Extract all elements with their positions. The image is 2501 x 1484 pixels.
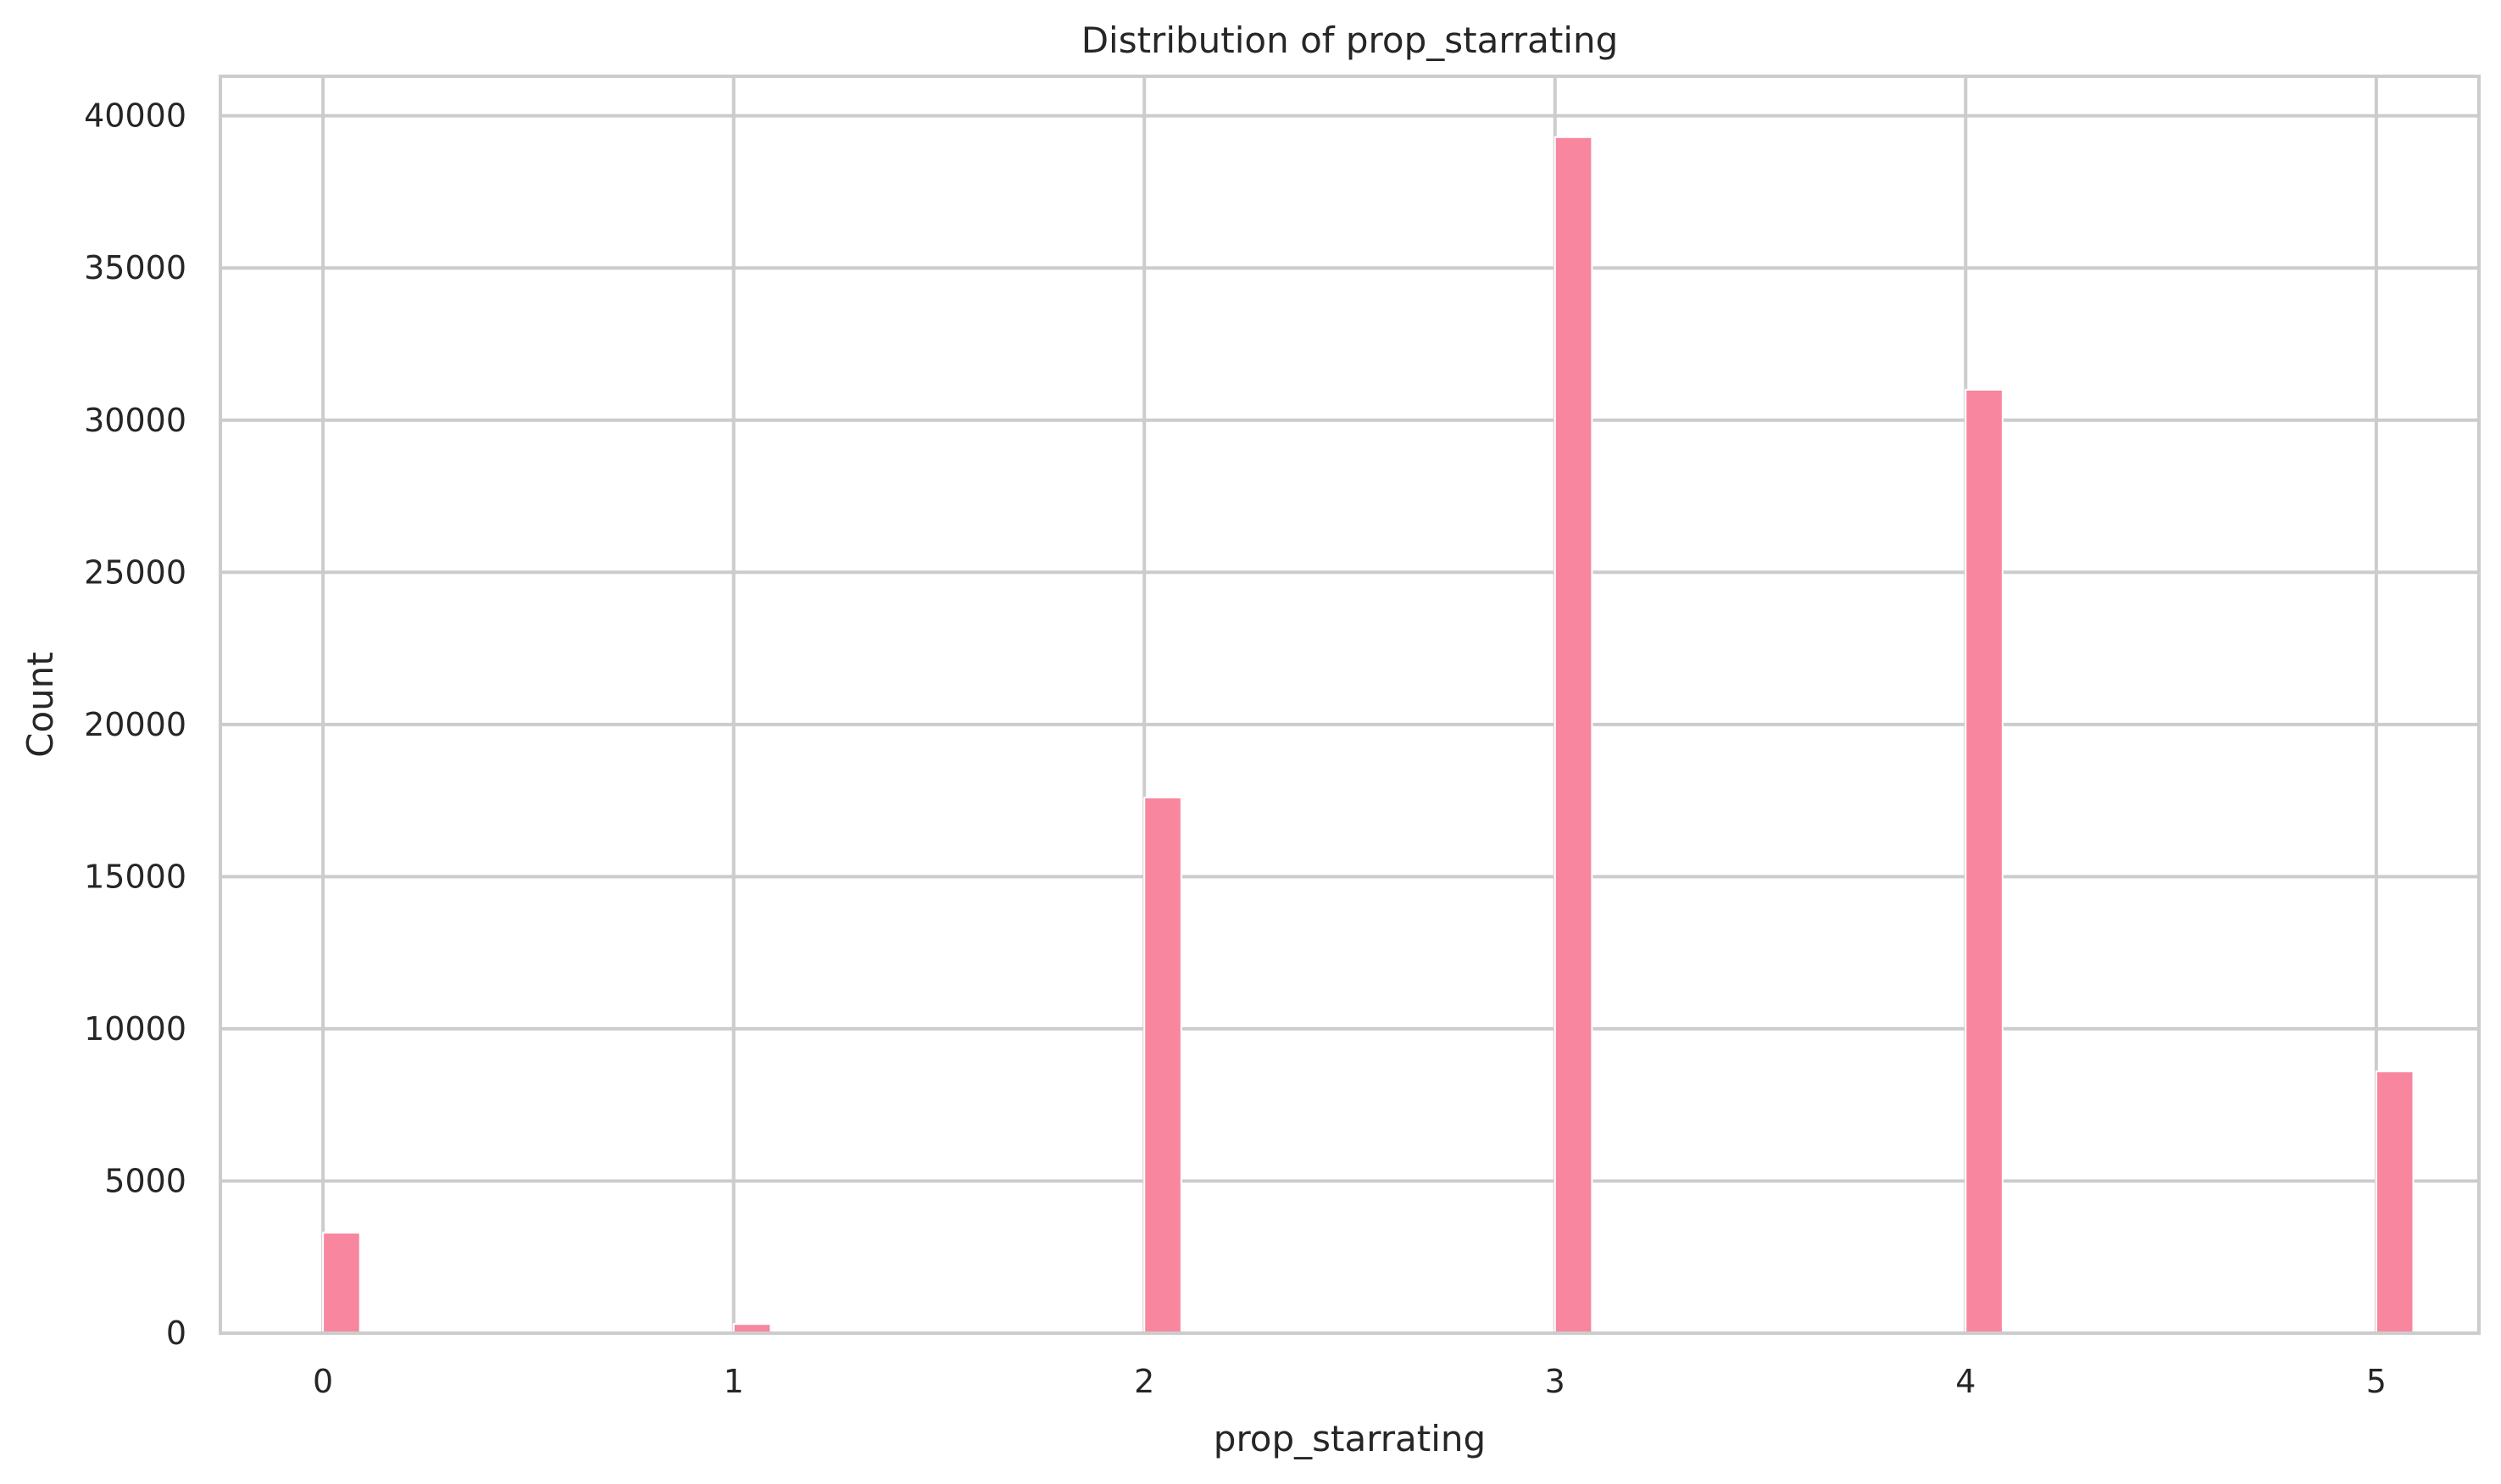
y-tick-labels: 0 5000 10000 15000 20000 25000 30000 35000 40000 — [84, 97, 186, 1352]
bars — [322, 136, 2415, 1335]
x-tick-label: 2 — [1134, 1363, 1154, 1400]
plot-frame — [219, 75, 2481, 1335]
bar-0 — [322, 1231, 361, 1335]
bar-4 — [1965, 388, 2004, 1334]
y-tick-label: 15000 — [84, 858, 186, 895]
x-tick-label: 4 — [1955, 1363, 1976, 1400]
y-tick-label: 10000 — [84, 1010, 186, 1048]
bar-3 — [1553, 136, 1593, 1334]
x-tick-label: 3 — [1545, 1363, 1565, 1400]
x-tick-label: 1 — [724, 1363, 744, 1400]
y-tick-label: 25000 — [84, 553, 186, 591]
chart-title: Distribution of prop_starrating — [1081, 19, 1619, 61]
bar-5 — [2375, 1070, 2415, 1334]
y-tick-label: 30000 — [84, 402, 186, 439]
x-tick-labels: 0 1 2 3 4 5 — [313, 1363, 2387, 1400]
y-tick-label: 20000 — [84, 706, 186, 743]
y-tick-label: 35000 — [84, 249, 186, 286]
y-tick-label: 5000 — [104, 1162, 186, 1199]
x-tick-label: 0 — [313, 1363, 333, 1400]
y-tick-label: 40000 — [84, 97, 186, 135]
bar-2 — [1143, 797, 1182, 1334]
x-axis-label: prop_starrating — [1214, 1418, 1486, 1459]
y-axis-label: Count — [19, 652, 61, 758]
x-tick-label: 5 — [2366, 1363, 2387, 1400]
y-tick-label: 0 — [166, 1314, 186, 1352]
